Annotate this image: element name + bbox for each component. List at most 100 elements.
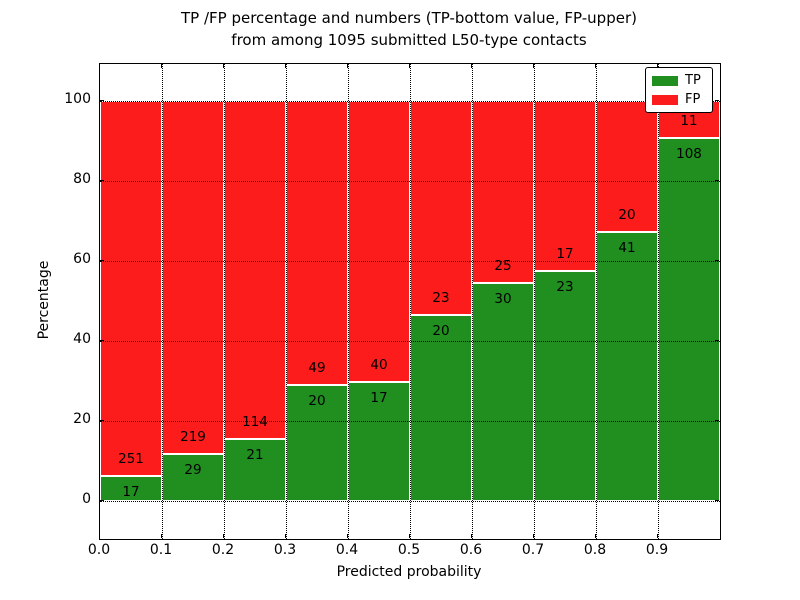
y-tick-mark [715, 500, 719, 501]
x-tick-label: 0.2 [211, 542, 235, 558]
legend-item-tp: TP [652, 74, 706, 87]
bar-fp-segment [348, 101, 410, 382]
fp-count-label: 17 [556, 246, 574, 262]
bar-fp-segment [162, 101, 224, 455]
fp-count-label: 25 [494, 257, 512, 274]
chart-title-line2: from among 1095 submitted L50-type conta… [231, 31, 587, 49]
y-tick-mark [100, 260, 104, 261]
x-tick-mark [223, 534, 224, 538]
bar-fp-segment [286, 101, 348, 386]
fp-count-label: 23 [432, 289, 450, 306]
x-tick-mark [533, 534, 534, 538]
v-gridline [534, 64, 535, 539]
plot-area: 251 17 219 29 114 21 49 20 40 17 23 20 25 30 17 23 20 41 1… [99, 63, 721, 540]
y-tick-mark [100, 420, 104, 421]
legend-label: FP [685, 92, 701, 107]
bar-fp-segment [224, 101, 286, 439]
tp-count-label: 17 [122, 483, 140, 500]
bar-tp-segment [224, 438, 286, 501]
bar-fp-segment [534, 101, 596, 271]
tp-count-label: 17 [370, 389, 388, 406]
x-tick-mark [471, 534, 472, 538]
x-tick-mark [409, 534, 410, 538]
y-tick-mark [715, 260, 719, 261]
x-tick-label: 0.1 [149, 542, 173, 558]
fp-count-label: 114 [242, 413, 268, 430]
y-tick-label: 100 [64, 91, 91, 107]
bar-tp-segment [410, 314, 472, 501]
x-tick-label: 0.7 [521, 542, 545, 558]
v-gridline [472, 64, 473, 539]
chart-title: TP /FP percentage and numbers (TP-bottom… [99, 7, 719, 51]
y-tick-label: 0 [82, 491, 91, 507]
tp-count-label: 41 [618, 240, 636, 257]
y-tick-label: 60 [73, 251, 91, 267]
bar-tp-segment [348, 381, 410, 501]
y-tick-mark [100, 100, 104, 101]
y-tick-mark [100, 500, 104, 501]
x-tick-mark [285, 534, 286, 538]
bar-tp-segment [286, 385, 348, 501]
y-tick-mark [715, 180, 719, 181]
bar-tp-segment [472, 282, 534, 501]
bar-tp-segment [596, 232, 658, 501]
x-tick-mark [347, 534, 348, 538]
x-tick-mark [657, 534, 658, 538]
v-gridline [162, 64, 163, 539]
y-tick-label: 80 [73, 171, 91, 187]
tp-count-label: 20 [308, 393, 326, 410]
y-tick-mark [100, 340, 104, 341]
y-tick-mark [715, 420, 719, 421]
bar-fp-segment [472, 101, 534, 283]
x-tick-mark [657, 64, 658, 68]
legend-label: TP [685, 73, 701, 88]
y-tick-label: 20 [73, 411, 91, 427]
x-tick-mark [533, 64, 534, 68]
x-tick-label: 0.8 [583, 542, 607, 558]
y-tick-mark [100, 180, 104, 181]
bar-fp-segment [596, 101, 658, 233]
x-tick-mark [99, 534, 100, 538]
y-tick-label: 40 [73, 331, 91, 347]
fp-count-label: 251 [118, 450, 144, 467]
v-gridline [410, 64, 411, 539]
tp-count-label: 23 [556, 279, 574, 295]
tp-count-label: 21 [246, 446, 264, 463]
v-gridline [224, 64, 225, 539]
v-gridline [286, 64, 287, 539]
tp-count-label: 29 [184, 462, 202, 479]
legend-swatch-tp [652, 75, 678, 86]
bar-tp-segment [162, 454, 224, 501]
x-tick-mark [347, 64, 348, 68]
bar-fp-segment [410, 101, 472, 315]
fp-count-label: 49 [308, 360, 326, 377]
tp-count-label: 30 [494, 290, 512, 307]
bar-tp-segment [534, 271, 596, 501]
v-gridline [348, 64, 349, 539]
x-tick-mark [223, 64, 224, 68]
x-tick-mark [161, 64, 162, 68]
tp-count-label: 108 [676, 145, 702, 162]
x-tick-mark [161, 534, 162, 538]
chart-title-line1: TP /FP percentage and numbers (TP-bottom… [181, 9, 637, 27]
x-tick-label: 0.4 [335, 542, 359, 558]
fp-count-label: 11 [680, 112, 698, 129]
fp-count-label: 20 [618, 207, 636, 224]
tp-count-label: 20 [432, 322, 450, 339]
legend-item-fp: FP [652, 93, 706, 106]
v-gridline [658, 64, 659, 539]
x-tick-label: 0.3 [273, 542, 297, 558]
x-tick-mark [471, 64, 472, 68]
y-tick-mark [715, 340, 719, 341]
bar-tp-segment [100, 475, 162, 501]
x-tick-label: 0.0 [87, 542, 111, 558]
x-tick-mark [285, 64, 286, 68]
x-tick-mark [409, 64, 410, 68]
v-gridline [596, 64, 597, 539]
bar-tp-segment [658, 137, 720, 501]
x-tick-mark [99, 64, 100, 68]
y-tick-mark [715, 100, 719, 101]
y-axis-label: Percentage [36, 260, 52, 340]
x-tick-label: 0.6 [459, 542, 483, 558]
